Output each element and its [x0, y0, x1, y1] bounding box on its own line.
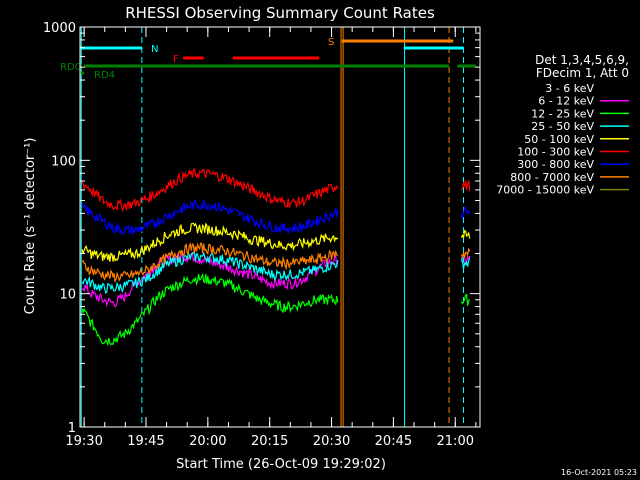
sunlight-boundary-lines	[80, 27, 465, 427]
flag-label-rd4: RD4	[94, 70, 115, 81]
series-line-2	[81, 272, 339, 347]
series-line-late-5	[460, 180, 471, 192]
observing-flags: N F S RDO RD4	[60, 37, 476, 81]
x-axis-label: Start Time (26-Oct-09 19:29:02)	[176, 457, 386, 472]
legend-header-line-1: Det 1,3,4,5,6,9,	[535, 53, 629, 67]
y-tick-label: 10	[59, 288, 76, 303]
flag-label-s: S	[328, 37, 334, 48]
flag-label-n: N	[151, 44, 158, 55]
legend-label: 100 - 300 keV	[517, 146, 594, 159]
series-line-late-6	[460, 206, 471, 220]
legend-header-line-2: FDecim 1, Att 0	[536, 66, 629, 80]
y-axis: 1 10 100 1000	[43, 21, 480, 436]
series-line-1	[81, 251, 339, 308]
x-tick-label: 19:30	[65, 434, 102, 449]
legend-label: 300 - 800 keV	[517, 158, 594, 171]
series-line-late-3	[460, 257, 471, 270]
legend-label: 25 - 50 keV	[531, 120, 594, 133]
series-layer	[81, 168, 471, 347]
series-line-late-2	[460, 293, 471, 306]
series-line-6	[81, 198, 339, 236]
generation-timestamp: 16-Oct-2021 05:23	[561, 468, 637, 477]
flag-label-f: F	[173, 54, 179, 65]
plot-frame	[79, 26, 481, 428]
y-tick-label: 1	[68, 421, 76, 436]
x-tick-label: 20:15	[251, 434, 288, 449]
series-line-3	[81, 251, 339, 294]
x-tick-label: 20:45	[375, 434, 412, 449]
chart-title: RHESSI Observing Summary Count Rates	[125, 4, 435, 22]
legend-label: 6 - 12 keV	[538, 95, 594, 108]
y-tick-label: 1000	[43, 21, 76, 36]
series-line-0	[81, 260, 339, 326]
legend-label: 12 - 25 keV	[531, 107, 594, 120]
series-line-4	[81, 222, 339, 262]
x-axis: 19:30 19:45 20:00 20:15 20:30 20:45 21:00	[65, 27, 477, 449]
series-line-late-7	[460, 247, 471, 259]
x-tick-label: 19:45	[127, 434, 164, 449]
series-line-late-4	[460, 229, 471, 239]
flag-label-rdo: RDO	[60, 62, 83, 73]
legend-label: 50 - 100 keV	[524, 133, 594, 146]
x-tick-label: 21:00	[437, 434, 474, 449]
y-tick-label: 100	[51, 154, 76, 169]
x-tick-label: 20:30	[313, 434, 350, 449]
series-line-7	[81, 242, 339, 283]
legend: Det 1,3,4,5,6,9, FDecim 1, Att 0 3 - 6 k…	[496, 53, 629, 197]
legend-label: 3 - 6 keV	[545, 82, 594, 95]
legend-label: 800 - 7000 keV	[510, 171, 594, 184]
x-tick-label: 20:00	[189, 434, 226, 449]
legend-label: 7000 - 15000 keV	[496, 184, 594, 197]
y-axis-label: Count Rate (s⁻¹ detector⁻¹)	[23, 138, 38, 315]
series-line-5	[81, 168, 339, 212]
